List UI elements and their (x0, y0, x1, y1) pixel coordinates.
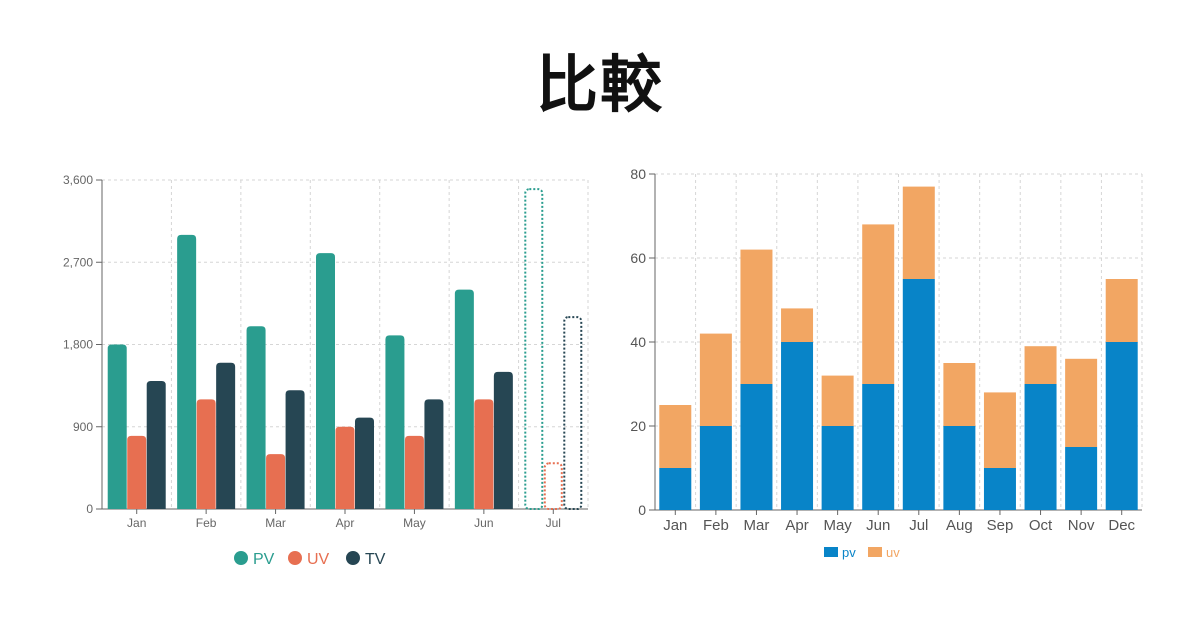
bar-pv-jul (902, 279, 935, 510)
bar-uv-jun (474, 399, 494, 509)
legend-label-uv: uv (886, 545, 900, 560)
bar-uv-may (821, 375, 854, 426)
y-tick-label: 1,800 (63, 338, 93, 352)
bar-tv-apr (355, 417, 374, 509)
y-tick-label: 20 (630, 418, 646, 434)
x-tick-label: May (403, 516, 426, 530)
bar-pv-jan (659, 468, 692, 510)
bar-pv-may (385, 335, 405, 509)
x-tick-label: Jun (474, 516, 493, 530)
bar-uv-oct (1024, 346, 1057, 384)
x-tick-label: Jul (909, 517, 928, 534)
bar-uv-mar (740, 249, 773, 384)
bar-uv-sep (983, 392, 1016, 468)
bar-uv-feb (196, 399, 216, 509)
bar-pv-apr (781, 342, 814, 510)
legend-label-pv: pv (842, 545, 856, 560)
bar-uv-may (404, 435, 424, 509)
bar-pv-jul-highlight (524, 188, 544, 510)
bar-tv-jul-highlight (563, 316, 583, 511)
legend-label-tv: TV (365, 551, 386, 568)
x-tick-label: Sep (987, 517, 1014, 534)
legend-label-pv: PV (253, 551, 275, 568)
bar-pv-nov (1065, 447, 1098, 510)
bar-pv-feb (699, 426, 732, 510)
bar-uv-feb (699, 333, 732, 426)
legend-marker-pv (824, 547, 838, 557)
bar-uv-jul (902, 186, 935, 279)
y-tick-label: 2,700 (63, 255, 93, 269)
bar-uv-jan (659, 405, 692, 468)
bar-uv-apr (335, 426, 355, 509)
bar-uv-aug (943, 363, 976, 426)
legend-marker-pv (234, 551, 248, 565)
x-tick-label: Nov (1068, 517, 1095, 534)
y-tick-label: 80 (630, 166, 646, 182)
x-tick-label: Feb (196, 516, 217, 530)
x-tick-label: Mar (744, 517, 770, 534)
x-tick-label: Oct (1029, 517, 1053, 534)
legend-marker-tv (346, 551, 360, 565)
bar-pv-mar (246, 326, 266, 509)
y-tick-label: 900 (73, 420, 93, 434)
x-tick-label: Feb (703, 517, 729, 534)
bar-pv-apr (316, 253, 335, 509)
bar-tv-may (424, 399, 444, 509)
bar-pv-aug (943, 426, 976, 510)
bar-pv-jan (107, 344, 127, 509)
x-tick-label: Apr (785, 517, 808, 534)
bar-uv-mar (266, 454, 286, 509)
left-grouped-bar-chart: 0 900 1,800 2,700 3,600 Jan Feb Mar Apr May Jun Jul… (63, 173, 589, 568)
bar-pv-feb (177, 234, 197, 510)
x-tick-label: Mar (265, 516, 286, 530)
y-tick-label: 3,600 (63, 173, 93, 187)
x-tick-label: Dec (1108, 517, 1135, 534)
bar-uv-dec (1105, 279, 1138, 342)
y-tick-label: 40 (630, 334, 646, 350)
bar-tv-mar (285, 390, 305, 509)
bar-pv-mar (740, 384, 773, 510)
x-tick-label: Aug (946, 517, 973, 534)
x-tick-label: Jan (663, 517, 687, 534)
bar-uv-nov (1065, 358, 1098, 447)
x-tick-label: May (823, 517, 852, 534)
x-tick-label: Jan (127, 516, 146, 530)
bar-pv-oct (1024, 384, 1057, 510)
bar-pv-jun (862, 384, 895, 510)
x-tick-label: Jun (866, 517, 890, 534)
y-tick-label: 0 (638, 502, 646, 518)
bar-pv-sep (983, 468, 1016, 510)
bar-pv-dec (1105, 342, 1138, 510)
x-tick-label: Apr (336, 516, 355, 530)
bar-uv-jan (127, 435, 147, 509)
bar-pv-may (821, 426, 854, 510)
bar-tv-jun (493, 371, 513, 509)
page-title: 比較 (535, 48, 664, 121)
legend-marker-uv (868, 547, 882, 557)
bar-tv-jan (146, 381, 166, 509)
legend-marker-uv (288, 551, 302, 565)
y-tick-label: 0 (86, 502, 93, 516)
bar-uv-jun (862, 224, 895, 384)
bar-uv-jul-highlight (543, 462, 563, 510)
x-tick-label: Jul (546, 516, 561, 530)
bar-pv-jun (454, 289, 474, 509)
bar-tv-feb (216, 362, 236, 509)
legend-label-uv: UV (307, 551, 330, 568)
bar-uv-apr (781, 308, 814, 342)
y-tick-label: 60 (630, 250, 646, 266)
